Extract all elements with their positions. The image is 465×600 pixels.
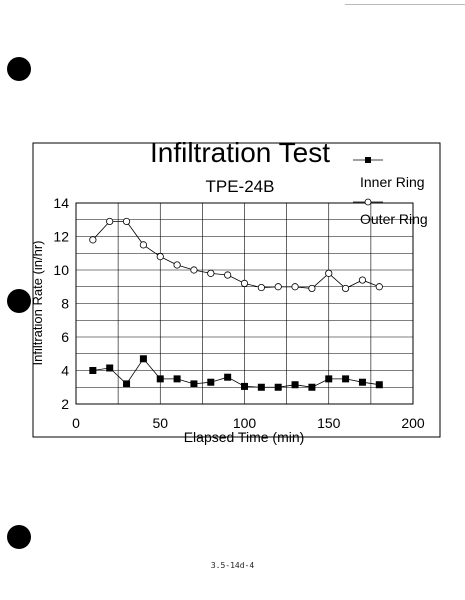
data-point-inner-ring <box>173 375 181 383</box>
data-point-outer-ring <box>156 253 164 261</box>
y-tick-label: 4 <box>61 363 69 379</box>
data-point-outer-ring <box>257 283 265 292</box>
data-point-inner-ring <box>342 375 350 383</box>
data-point-inner-ring <box>106 364 114 372</box>
data-point-outer-ring <box>325 269 333 277</box>
grid-lines <box>76 203 413 404</box>
chart-frame <box>32 142 441 438</box>
y-tick-label: 10 <box>53 262 69 278</box>
binder-hole-top <box>7 57 31 81</box>
data-point-inner-ring <box>325 375 333 383</box>
x-tick-label: 100 <box>233 415 257 431</box>
y-tick-label: 8 <box>61 296 69 312</box>
y-tick-label: 14 <box>53 195 69 211</box>
x-tick-label: 0 <box>72 415 80 431</box>
data-point-inner-ring <box>139 355 147 363</box>
y-axis-label: Infiltration Rate (in/hr) <box>30 241 45 366</box>
binder-hole-middle <box>7 289 31 313</box>
series-line-outer-ring <box>92 220 380 289</box>
x-tick-label: 150 <box>317 415 341 431</box>
data-point-inner-ring <box>123 380 131 388</box>
y-tick-label: 6 <box>61 329 69 345</box>
data-point-inner-ring <box>257 383 265 391</box>
page-footer-number: 3.5-14d-4 <box>210 561 255 570</box>
binder-hole-bottom <box>7 525 31 549</box>
data-point-outer-ring <box>341 284 350 293</box>
legend-label-outer-ring: Outer Ring <box>360 211 428 227</box>
x-tick-label: 200 <box>401 415 425 431</box>
data-point-outer-ring <box>308 284 316 293</box>
data-point-outer-ring <box>89 236 97 244</box>
data-point-outer-ring <box>358 276 367 284</box>
data-point-outer-ring <box>274 283 282 291</box>
data-point-inner-ring <box>274 383 282 391</box>
page-edge-mark <box>345 4 465 5</box>
data-point-inner-ring <box>358 378 366 386</box>
x-tick-label: 50 <box>152 415 168 431</box>
axis-ticks: 2 4 6 8 10 12 14 0 50 100 150 200 <box>53 195 424 431</box>
y-tick-label: 12 <box>53 229 69 245</box>
data-point-outer-ring <box>240 279 249 287</box>
series-line-inner-ring <box>92 358 380 388</box>
data-point-inner-ring <box>207 378 215 386</box>
series-group <box>89 217 383 391</box>
data-point-outer-ring <box>122 217 131 226</box>
data-point-outer-ring <box>173 261 181 269</box>
data-point-inner-ring <box>224 373 232 381</box>
legend-marker-inner-ring <box>365 157 371 163</box>
data-point-inner-ring <box>308 383 316 391</box>
data-point-inner-ring <box>375 381 383 389</box>
data-point-outer-ring <box>139 241 147 249</box>
x-axis-label: Elapsed Time (min) <box>184 429 305 445</box>
data-point-outer-ring <box>190 266 198 274</box>
data-point-inner-ring <box>190 380 198 388</box>
plot-area-border <box>75 202 414 405</box>
y-tick-label: 2 <box>61 396 69 412</box>
legend: Inner Ring Outer Ring <box>353 157 428 227</box>
data-point-inner-ring <box>156 375 164 383</box>
data-point-inner-ring <box>291 381 299 389</box>
data-point-outer-ring <box>207 269 215 277</box>
legend-entry-outer-ring: Outer Ring <box>353 198 428 227</box>
data-point-outer-ring <box>291 283 299 291</box>
data-point-outer-ring <box>224 271 232 279</box>
chart-subtitle: TPE-24B <box>206 177 275 196</box>
legend-marker-outer-ring <box>364 198 372 206</box>
legend-label-inner-ring: Inner Ring <box>360 174 425 190</box>
legend-entry-inner-ring: Inner Ring <box>353 157 425 190</box>
data-point-inner-ring <box>89 367 97 374</box>
chart-title: Infiltration Test <box>150 137 330 168</box>
data-point-outer-ring <box>106 217 114 226</box>
data-point-outer-ring <box>375 283 383 291</box>
data-point-inner-ring <box>241 382 248 390</box>
